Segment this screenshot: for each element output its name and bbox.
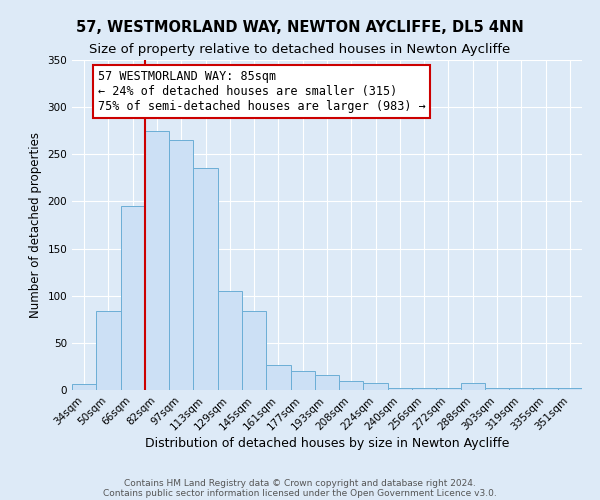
Bar xyxy=(72,384,96,390)
Bar xyxy=(242,311,266,390)
Bar xyxy=(290,371,315,390)
Bar xyxy=(485,388,509,390)
Bar xyxy=(364,384,388,390)
Bar xyxy=(388,388,412,390)
Bar xyxy=(315,375,339,390)
Bar xyxy=(121,206,145,390)
Bar xyxy=(436,388,461,390)
X-axis label: Distribution of detached houses by size in Newton Aycliffe: Distribution of detached houses by size … xyxy=(145,438,509,450)
Y-axis label: Number of detached properties: Number of detached properties xyxy=(29,132,42,318)
Bar xyxy=(412,388,436,390)
Bar xyxy=(193,168,218,390)
Text: Contains HM Land Registry data © Crown copyright and database right 2024.: Contains HM Land Registry data © Crown c… xyxy=(124,478,476,488)
Text: 57 WESTMORLAND WAY: 85sqm
← 24% of detached houses are smaller (315)
75% of semi: 57 WESTMORLAND WAY: 85sqm ← 24% of detac… xyxy=(97,70,425,113)
Text: 57, WESTMORLAND WAY, NEWTON AYCLIFFE, DL5 4NN: 57, WESTMORLAND WAY, NEWTON AYCLIFFE, DL… xyxy=(76,20,524,35)
Bar xyxy=(145,130,169,390)
Bar xyxy=(218,291,242,390)
Bar xyxy=(533,388,558,390)
Bar xyxy=(558,388,582,390)
Bar xyxy=(169,140,193,390)
Bar xyxy=(96,311,121,390)
Bar xyxy=(339,380,364,390)
Text: Size of property relative to detached houses in Newton Aycliffe: Size of property relative to detached ho… xyxy=(89,42,511,56)
Text: Contains public sector information licensed under the Open Government Licence v3: Contains public sector information licen… xyxy=(103,488,497,498)
Bar xyxy=(461,384,485,390)
Bar xyxy=(266,364,290,390)
Bar xyxy=(509,388,533,390)
